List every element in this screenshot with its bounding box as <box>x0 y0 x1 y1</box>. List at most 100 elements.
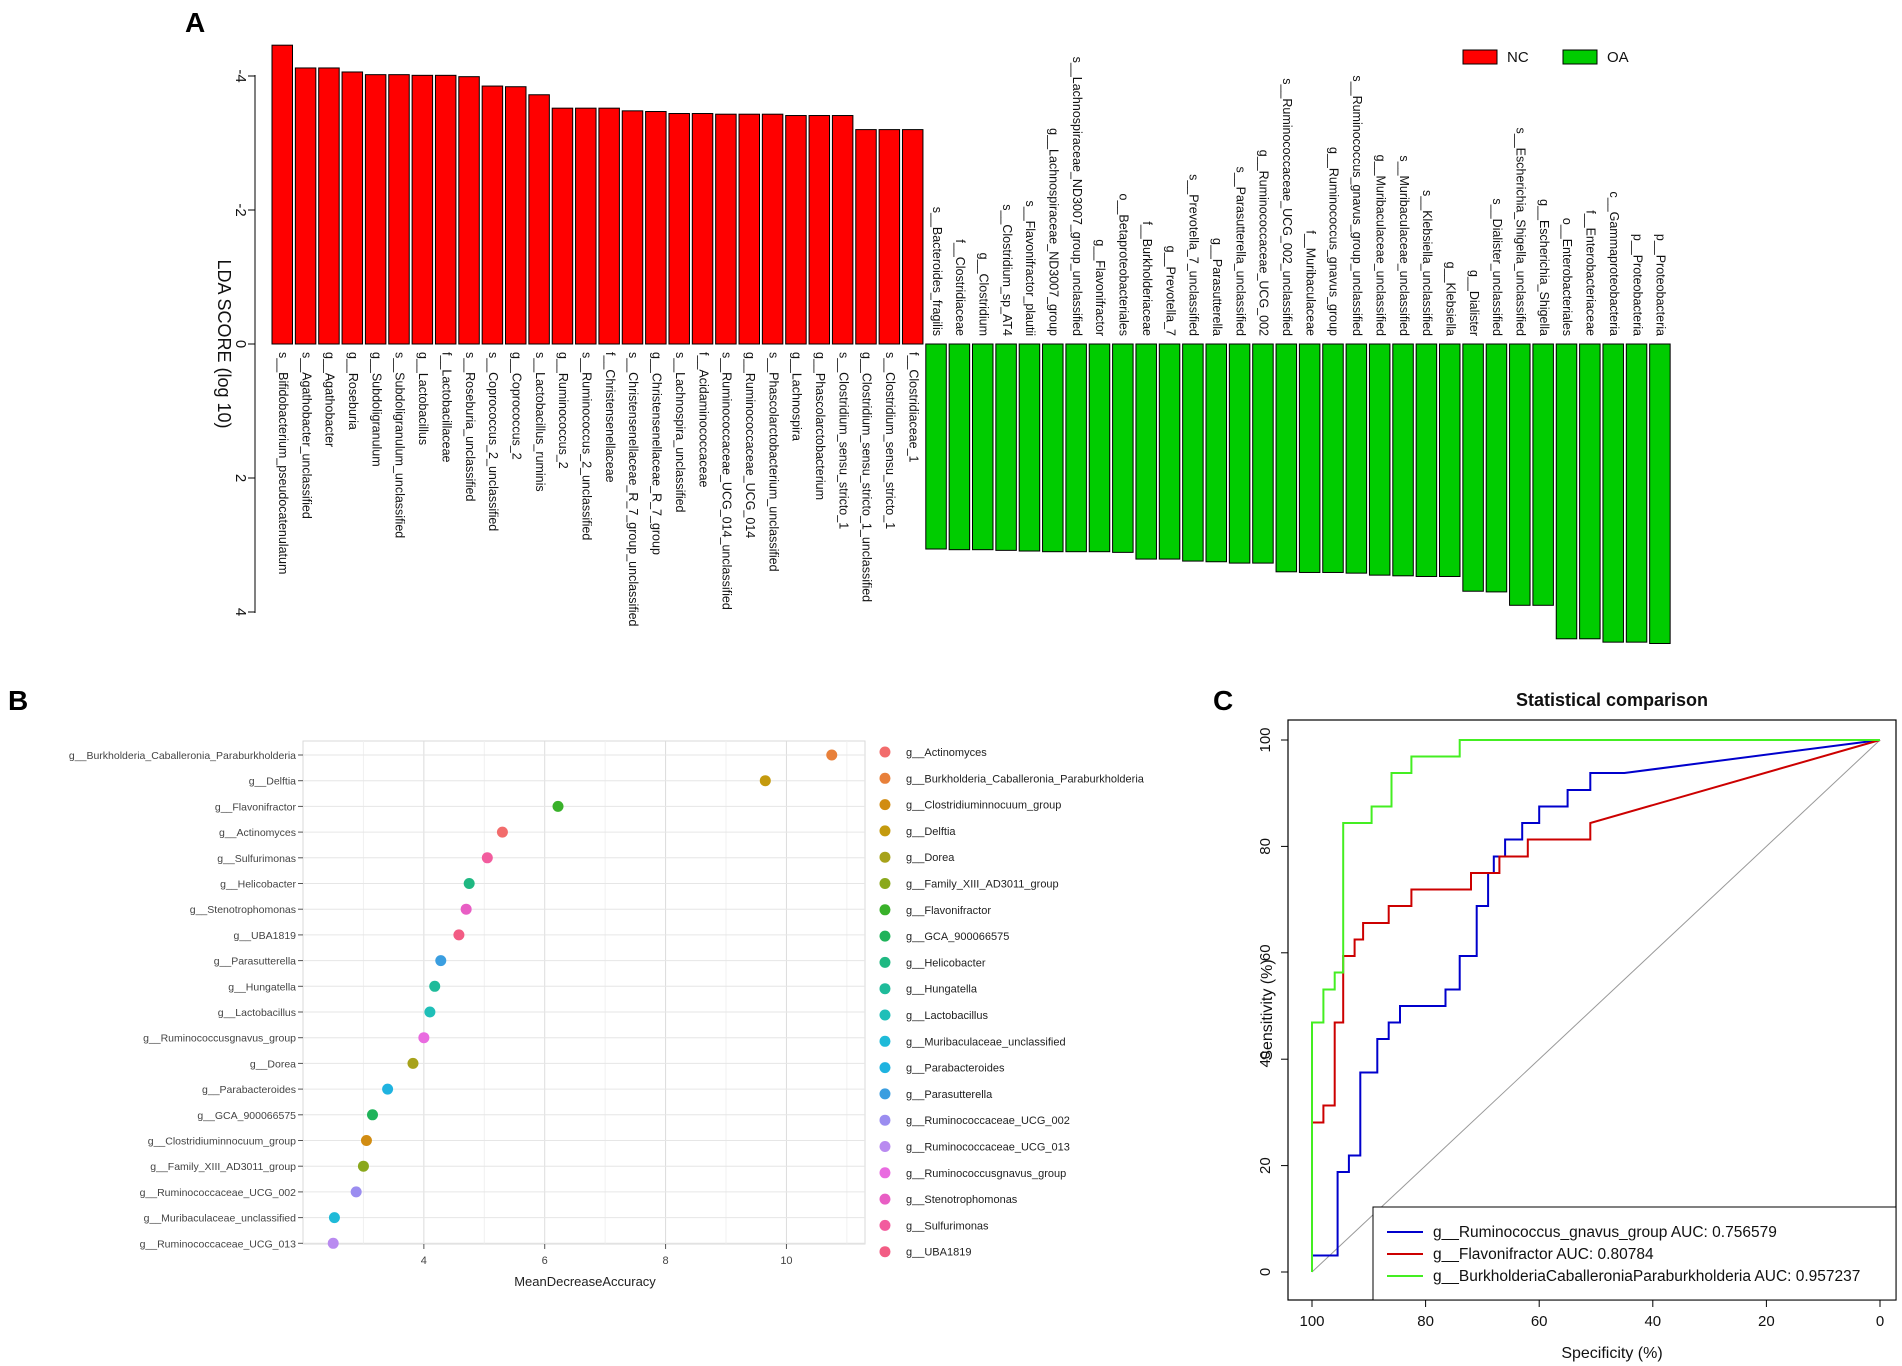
rf-category-label: g__Ruminococcaceae_UCG_013 <box>140 1238 297 1250</box>
roc-y-tick-label: 80 <box>1257 838 1274 855</box>
lda-bar-nc <box>715 113 737 345</box>
rf-x-tick-label: 6 <box>542 1255 548 1267</box>
rf-legend-label: g__Flavonifractor <box>906 905 991 917</box>
rf-legend-label: g__Hungatella <box>906 984 978 996</box>
lda-bar-oa <box>1228 343 1251 564</box>
roc-diagonal <box>1311 739 1881 1273</box>
lda-bar-oa <box>1509 343 1531 606</box>
lda-bar-label: s__Clostridium_sensu_stricto_1 <box>883 352 897 529</box>
rf-legend-dot <box>879 1219 891 1231</box>
rf-point <box>429 980 441 992</box>
lda-y-tick-label: 4 <box>232 608 249 616</box>
lda-bars <box>271 44 1671 644</box>
roc-legend-label: g__Flavonifractor AUC: 0.80784 <box>1433 1246 1654 1263</box>
lda-bar-label: s__Bacteroides_fragilis <box>930 207 944 336</box>
lda-bar-label: s__Coprococcus_2_unclassified <box>486 352 500 531</box>
lda-bar-label: p__Proteobacteria <box>1630 234 1644 336</box>
rf-category-label: g__Lactobacillus <box>218 1007 296 1019</box>
rf-category-label: g__Flavonifractor <box>215 801 297 813</box>
lda-bar-label: f__Clostridiaceae_1 <box>906 352 920 463</box>
lda-bar-label: g__Ruminococcus_2 <box>556 352 570 469</box>
rf-legend-label: g__Family_XIII_AD3011_group <box>906 879 1059 891</box>
rf-x-axis-title: MeanDecreaseAccuracy <box>514 1274 656 1289</box>
lda-bar-oa <box>1322 343 1344 573</box>
lda-bar-oa <box>1368 343 1391 576</box>
lda-bar-oa <box>1252 343 1274 564</box>
lda-bar-nc <box>855 129 877 345</box>
lda-bar-label: g__Roseburia <box>346 352 360 430</box>
lda-bar-label: s__Clostridium_sensu_stricto_1 <box>836 352 850 529</box>
lda-bar-label: g__Escherichia_Shigella <box>1537 199 1551 336</box>
lda-bar-label: s__Prevotella_7_unclassified <box>1187 174 1201 336</box>
lda-bar-label: s__Lactobacillus_ruminis <box>533 352 547 492</box>
lda-bar-oa <box>948 343 971 551</box>
lda-bar-label: f__Enterobacteriaceae <box>1584 210 1598 336</box>
rf-category-labels: g__Burkholderia_Caballeronia_Paraburkhol… <box>69 750 303 1250</box>
rf-x-ticks: 4 6 8 10 <box>421 1244 793 1267</box>
lda-legend-swatch <box>1562 49 1598 65</box>
rf-legend-label: g__Clostridiuminnocuum_group <box>906 800 1061 812</box>
lda-bar-label: g__Flavonifractor <box>1093 239 1107 336</box>
lda-bar-oa <box>1602 343 1624 643</box>
panel-letter-a: A <box>185 7 205 38</box>
rf-legend-dot <box>879 1167 891 1179</box>
lda-bar-label: s__Klebsiella_unclassified <box>1420 190 1434 336</box>
lda-legend: NC OA <box>1462 49 1629 66</box>
roc-x-tick-label: 0 <box>1876 1313 1884 1330</box>
roc-legend-label: g__BurkholderiaCaballeroniaParaburkholde… <box>1433 1268 1860 1285</box>
lda-y-tick-label: -4 <box>232 69 249 82</box>
rf-point <box>453 929 465 941</box>
rf-legend-label: g__Muribaculaceae_unclassified <box>906 1036 1066 1048</box>
lda-bar-oa <box>1462 343 1484 592</box>
lda-bar-nc <box>458 76 480 345</box>
lda-bar-nc <box>364 74 387 345</box>
rf-category-label: g__Parabacteroides <box>202 1084 296 1096</box>
lda-bar-label: s__Escherichia_Shigella_unclassified <box>1514 128 1528 337</box>
roc-curve <box>1311 739 1881 1272</box>
lda-y-tick-label: 2 <box>232 474 249 482</box>
rf-legend-dot <box>879 956 891 968</box>
rf-legend-dot <box>879 772 891 784</box>
rf-legend-dot <box>879 904 891 916</box>
lda-bar-oa <box>1345 343 1368 574</box>
lda-bar-label: o__Betaproteobacteriales <box>1117 194 1131 336</box>
roc-legend-box <box>1372 1206 1897 1301</box>
lda-bar-oa <box>1415 343 1438 577</box>
lda-bar-oa <box>1112 343 1134 553</box>
rf-category-label: g__Delftia <box>249 776 296 788</box>
panel-a-lda-chart: A -4 -2 0 2 4 LDA SCORE (log 10) s__Bifidoba… <box>185 7 1671 644</box>
rf-legend-dot <box>879 799 891 811</box>
lda-bar-oa <box>1298 343 1321 573</box>
lda-bar-label: o__Enterobacteriales <box>1560 218 1574 336</box>
lda-bar-label: s__Roseburia_unclassified <box>463 352 477 501</box>
rf-point <box>360 1135 372 1146</box>
roc-curve <box>1311 739 1881 1272</box>
lda-bar-nc <box>411 74 434 345</box>
lda-bar-label: s__Phascolarctobacterium_unclassified <box>766 352 780 572</box>
roc-legend: g__Ruminococcus_gnavus_group AUC: 0.7565… <box>1372 1206 1897 1301</box>
rf-legend-dot <box>879 1062 891 1074</box>
rf-point <box>481 852 493 864</box>
lda-bar-label: g__Coprococcus_2 <box>509 352 523 460</box>
rf-point <box>435 955 447 967</box>
lda-bar-oa <box>1088 343 1111 553</box>
lda-bar-label: g__Ruminococcus_gnavus_group <box>1327 147 1341 336</box>
lda-bar-nc <box>341 71 364 345</box>
roc-x-axis-title: Specificity (%) <box>1561 1345 1662 1362</box>
rf-category-label: g__Actinomyces <box>219 827 296 839</box>
lda-bar-nc <box>668 113 690 345</box>
lda-bar-labels: s__Bifidobacterium_pseudocatenulatum s__A… <box>276 57 1668 627</box>
lda-bar-label: s__Christensenellaceae_R_7_group_unclass… <box>626 352 640 627</box>
lda-bar-label: g__Ruminococcaceae_UCG_002 <box>1257 150 1271 336</box>
lda-bar-label: s__Ruminococcus_2_unclassified <box>580 352 594 540</box>
rf-point <box>552 800 564 812</box>
rf-legend-dot <box>879 1141 891 1152</box>
lda-bar-label: g__Lachnospira <box>790 352 804 441</box>
lda-y-tick-label: -2 <box>232 203 249 216</box>
lda-legend-swatch <box>1462 49 1498 65</box>
panel-letter-c: C <box>1213 685 1233 716</box>
lda-bar-label: f__Acidaminococcaceae <box>696 352 710 488</box>
lda-bar-oa <box>1018 343 1041 552</box>
lda-bar-oa <box>1158 343 1181 560</box>
lda-bar-label: s__Parasutterella_unclassified <box>1233 166 1247 336</box>
